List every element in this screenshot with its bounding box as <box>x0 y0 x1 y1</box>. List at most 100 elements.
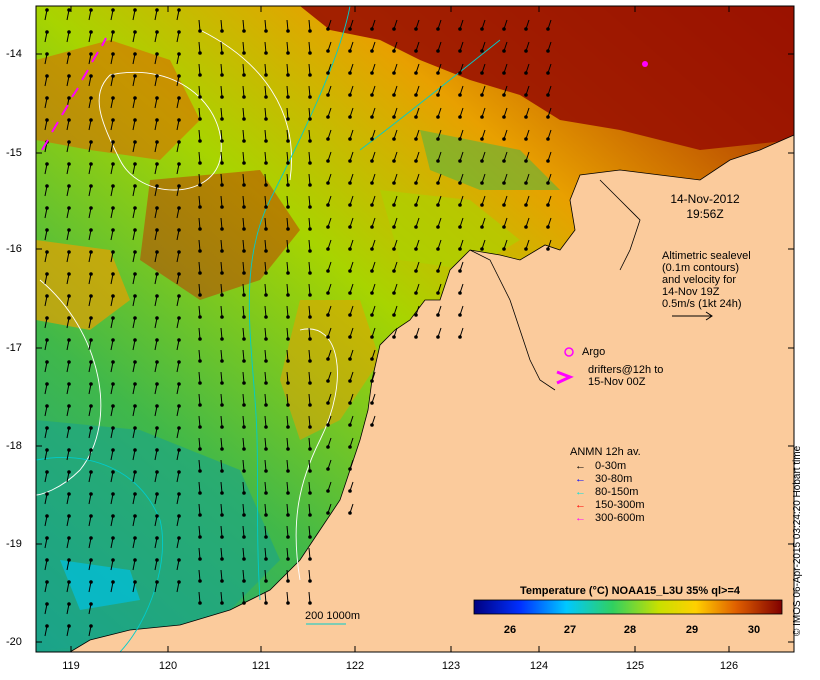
velocity-arrow-head <box>502 115 506 119</box>
velocity-arrow-head <box>286 359 290 363</box>
velocity-arrow-head <box>546 159 550 163</box>
velocity-arrow <box>286 393 289 406</box>
y-tick-label: -18 <box>6 440 22 452</box>
velocity-arrow-head <box>348 489 352 493</box>
velocity-arrow-head <box>286 513 290 517</box>
velocity-arrow-head <box>89 30 93 34</box>
velocity-arrow-head <box>111 448 115 452</box>
velocity-arrow-head <box>242 315 246 319</box>
velocity-arrow <box>220 283 223 296</box>
velocity-arrow <box>308 217 311 230</box>
velocity-arrow-head <box>177 316 181 320</box>
velocity-arrow-head <box>67 624 71 628</box>
velocity-arrow-head <box>111 294 115 298</box>
velocity-arrow-head <box>264 601 268 605</box>
velocity-arrow <box>242 129 245 142</box>
velocity-arrow-head <box>264 315 268 319</box>
velocity-arrow <box>220 371 223 384</box>
velocity-arrow <box>264 41 267 54</box>
velocity-arrow-head <box>308 293 312 297</box>
velocity-arrow-head <box>326 203 330 207</box>
velocity-arrow-head <box>220 337 224 341</box>
velocity-arrow <box>264 107 267 120</box>
velocity-arrow <box>242 481 245 494</box>
altimetry-line: 0.5m/s (1kt 24h) <box>662 298 742 310</box>
velocity-arrow <box>286 283 289 296</box>
velocity-arrow-head <box>45 96 49 100</box>
velocity-arrow-head <box>133 492 137 496</box>
velocity-arrow-head <box>392 269 396 273</box>
velocity-arrow-head <box>220 293 224 297</box>
velocity-arrow-head <box>392 49 396 53</box>
velocity-arrow-head <box>308 491 312 495</box>
velocity-arrow-head <box>480 203 484 207</box>
velocity-arrow-head <box>67 580 71 584</box>
velocity-arrow-head <box>348 511 352 515</box>
velocity-arrow <box>198 415 201 428</box>
velocity-arrow-head <box>45 558 49 562</box>
velocity-arrow <box>308 349 311 362</box>
velocity-arrow-head <box>155 580 159 584</box>
velocity-arrow-head <box>436 49 440 53</box>
velocity-arrow <box>220 19 223 32</box>
velocity-arrow <box>198 151 201 164</box>
velocity-arrow-head <box>133 8 137 12</box>
velocity-arrow-head <box>67 294 71 298</box>
velocity-arrow-head <box>458 49 462 53</box>
velocity-arrow-head <box>133 382 137 386</box>
velocity-arrow-head <box>133 558 137 562</box>
velocity-arrow-head <box>198 183 202 187</box>
velocity-arrow-head <box>89 382 93 386</box>
velocity-arrow-head <box>326 379 330 383</box>
velocity-arrow-head <box>220 139 224 143</box>
velocity-arrow-head <box>220 403 224 407</box>
bathymetry-scale-label: 200 1000m <box>305 610 361 622</box>
velocity-arrow <box>220 415 223 428</box>
velocity-arrow-head <box>89 448 93 452</box>
velocity-arrow-head <box>198 381 202 385</box>
velocity-arrow-head <box>308 579 312 583</box>
velocity-arrow-head <box>414 49 418 53</box>
velocity-arrow-head <box>326 489 330 493</box>
velocity-arrow-head <box>89 316 93 320</box>
velocity-arrow <box>198 525 201 538</box>
velocity-arrow-head <box>198 469 202 473</box>
velocity-arrow-head <box>286 183 290 187</box>
velocity-arrow-head <box>264 51 268 55</box>
velocity-arrow-head <box>45 382 49 386</box>
velocity-arrow-head <box>198 403 202 407</box>
velocity-arrow-head <box>436 313 440 317</box>
velocity-arrow-head <box>242 425 246 429</box>
anmn-legend-label: 0-30m <box>595 460 627 472</box>
velocity-arrow <box>264 481 267 494</box>
velocity-vectors <box>44 8 552 637</box>
velocity-arrow-head <box>45 316 49 320</box>
velocity-arrow <box>242 525 245 538</box>
land-mass <box>68 134 795 653</box>
velocity-arrow <box>264 393 267 406</box>
velocity-arrow-head <box>370 335 374 339</box>
velocity-arrow-head <box>133 118 137 122</box>
arrow-left-icon: ← <box>575 499 586 511</box>
velocity-arrow-head <box>89 250 93 254</box>
velocity-arrow <box>308 437 311 450</box>
velocity-arrow-head <box>414 335 418 339</box>
argo-float <box>642 61 648 67</box>
y-tick-label: -14 <box>6 48 22 60</box>
x-tick-label: 120 <box>158 660 178 672</box>
velocity-arrow <box>242 327 245 340</box>
velocity-arrow <box>242 85 245 98</box>
y-tick-label: -19 <box>6 538 22 550</box>
velocity-arrow-head <box>546 27 550 31</box>
velocity-arrow-head <box>286 29 290 33</box>
velocity-arrow-head <box>89 96 93 100</box>
velocity-arrow-head <box>67 206 71 210</box>
colorbar-title: Temperature (°C) NOAA15_L3U 35% ql>=4 <box>520 585 740 597</box>
velocity-arrow-head <box>436 159 440 163</box>
velocity-arrow-head <box>177 404 181 408</box>
velocity-arrow <box>286 173 289 186</box>
velocity-arrow-head <box>348 423 352 427</box>
drifters-line: drifters@12h to <box>588 364 664 376</box>
velocity-arrow <box>286 481 289 494</box>
velocity-arrow <box>308 481 311 494</box>
